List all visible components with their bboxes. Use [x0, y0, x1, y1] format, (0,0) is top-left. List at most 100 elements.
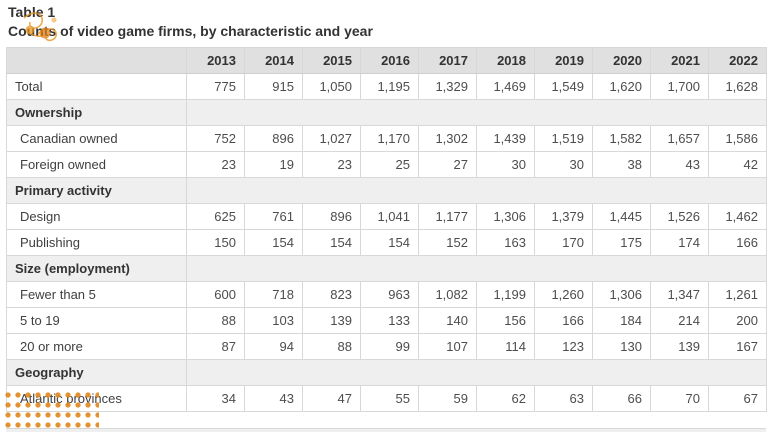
table-row: Canadian owned 752 896 1,027 1,170 1,302 1,439…	[6, 125, 767, 152]
value-cell: 55	[360, 385, 419, 412]
row-label: Canadian owned	[6, 125, 187, 152]
value-cell: 139	[302, 307, 361, 334]
table-row: Total 775 915 1,050 1,195 1,329 1,469 1,549 1,62…	[6, 73, 767, 100]
value-cell: 88	[186, 307, 245, 334]
value-cell: 139	[650, 333, 709, 360]
value-cell: 175	[592, 229, 651, 256]
value-cell: 167	[708, 333, 767, 360]
value-cell: 166	[534, 307, 593, 334]
value-cell: 23	[302, 151, 361, 178]
row-label: Fewer than 5	[6, 281, 187, 308]
value-cell: 133	[360, 307, 419, 334]
value-cell: 114	[476, 333, 535, 360]
value-cell: 1,177	[418, 203, 477, 230]
value-cell: 27	[418, 151, 477, 178]
value-cell: 1,261	[708, 281, 767, 308]
section-row: Primary activity	[6, 177, 767, 204]
value-cell: 19	[244, 151, 303, 178]
value-cell: 1,170	[360, 125, 419, 152]
table-header-row: 2013 2014 2015 2016 2017 2018 2019 2020 2021 2022	[6, 47, 767, 74]
row-label: Foreign owned	[6, 151, 187, 178]
table-row: Foreign owned 23 19 23 25 27 30 30 38 43 42	[6, 151, 767, 178]
value-cell: 761	[244, 203, 303, 230]
value-cell: 140	[418, 307, 477, 334]
value-cell: 600	[186, 281, 245, 308]
column-header-2014: 2014	[244, 47, 303, 74]
value-cell: 1,657	[650, 125, 709, 152]
table-body: Total 775 915 1,050 1,195 1,329 1,469 1,549 1,62…	[6, 73, 767, 412]
value-cell: 718	[244, 281, 303, 308]
value-cell: 1,347	[650, 281, 709, 308]
value-cell: 154	[244, 229, 303, 256]
column-header-2016: 2016	[360, 47, 419, 74]
value-cell: 103	[244, 307, 303, 334]
stats-table: 2013 2014 2015 2016 2017 2018 2019 2020 2021 2022…	[6, 47, 767, 412]
value-cell: 99	[360, 333, 419, 360]
value-cell: 1,027	[302, 125, 361, 152]
row-label: 20 or more	[6, 333, 187, 360]
value-cell: 154	[360, 229, 419, 256]
section-label: Geography	[6, 359, 187, 386]
row-label: Design	[6, 203, 187, 230]
value-cell: 184	[592, 307, 651, 334]
value-cell: 88	[302, 333, 361, 360]
clipped-next-row	[6, 428, 766, 432]
row-label: 5 to 19	[6, 307, 187, 334]
value-cell: 200	[708, 307, 767, 334]
value-cell: 1,582	[592, 125, 651, 152]
column-header-2020: 2020	[592, 47, 651, 74]
section-fill	[186, 177, 767, 204]
value-cell: 1,082	[418, 281, 477, 308]
value-cell: 154	[302, 229, 361, 256]
table-subtitle: Counts of video game firms, by character…	[8, 23, 373, 39]
header-corner-cell	[6, 47, 187, 74]
value-cell: 214	[650, 307, 709, 334]
value-cell: 1,628	[708, 73, 767, 100]
column-header-2022: 2022	[708, 47, 767, 74]
value-cell: 43	[244, 385, 303, 412]
value-cell: 123	[534, 333, 593, 360]
value-cell: 775	[186, 73, 245, 100]
value-cell: 1,050	[302, 73, 361, 100]
value-cell: 43	[650, 151, 709, 178]
value-cell: 1,041	[360, 203, 419, 230]
value-cell: 1,195	[360, 73, 419, 100]
section-fill	[186, 99, 767, 126]
value-cell: 823	[302, 281, 361, 308]
value-cell: 1,306	[476, 203, 535, 230]
column-header-2019: 2019	[534, 47, 593, 74]
value-cell: 174	[650, 229, 709, 256]
value-cell: 1,586	[708, 125, 767, 152]
value-cell: 34	[186, 385, 245, 412]
column-header-2018: 2018	[476, 47, 535, 74]
table-row: Design 625 761 896 1,041 1,177 1,306 1,379 1,445…	[6, 203, 767, 230]
table-row: 20 or more 87 94 88 99 107 114 123 130 139 167	[6, 333, 767, 360]
section-fill	[186, 255, 767, 282]
value-cell: 163	[476, 229, 535, 256]
section-row: Geography	[6, 359, 767, 386]
value-cell: 1,462	[708, 203, 767, 230]
value-cell: 752	[186, 125, 245, 152]
value-cell: 915	[244, 73, 303, 100]
value-cell: 30	[534, 151, 593, 178]
value-cell: 87	[186, 333, 245, 360]
row-label: Publishing	[6, 229, 187, 256]
table-row: 5 to 19 88 103 139 133 140 156 166 184 214 200	[6, 307, 767, 334]
table-row: Publishing 150 154 154 154 152 163 170 175 174 166	[6, 229, 767, 256]
value-cell: 47	[302, 385, 361, 412]
value-cell: 625	[186, 203, 245, 230]
section-fill	[186, 359, 767, 386]
section-label: Primary activity	[6, 177, 187, 204]
value-cell: 1,700	[650, 73, 709, 100]
value-cell: 67	[708, 385, 767, 412]
value-cell: 170	[534, 229, 593, 256]
column-header-2015: 2015	[302, 47, 361, 74]
value-cell: 42	[708, 151, 767, 178]
table-row: Atlantic provinces 34 43 47 55 59 62 63 66 70 67	[6, 385, 767, 412]
value-cell: 1,302	[418, 125, 477, 152]
value-cell: 38	[592, 151, 651, 178]
value-cell: 23	[186, 151, 245, 178]
value-cell: 62	[476, 385, 535, 412]
value-cell: 1,469	[476, 73, 535, 100]
section-label: Size (employment)	[6, 255, 187, 282]
